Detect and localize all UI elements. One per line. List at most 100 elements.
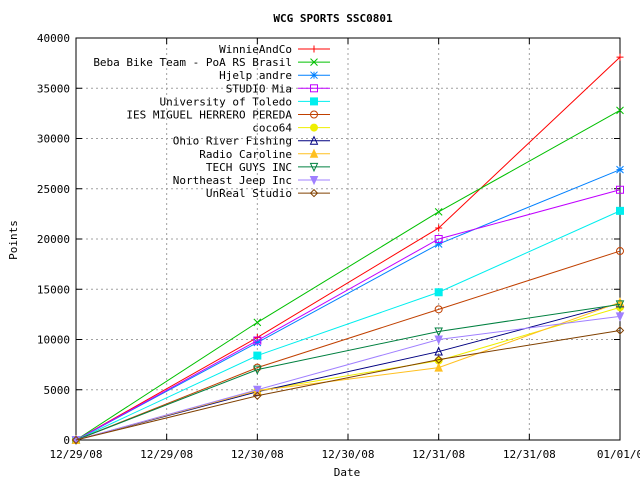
data-point xyxy=(434,208,443,216)
y-tick-label: 35000 xyxy=(37,82,70,95)
legend-label: TECH GUYS INC xyxy=(206,161,292,174)
series-group xyxy=(72,106,624,444)
legend-marker xyxy=(310,110,318,119)
axes: 0 5000 10000 15000 20000 25000 30000 35000 40000… xyxy=(37,32,640,461)
legend-item: Beba Bike Team - PoA RS Brasil xyxy=(93,56,330,69)
data-point xyxy=(435,224,443,232)
x-tick-label: 01/01/0 xyxy=(597,448,640,461)
y-tick-label: 40000 xyxy=(37,32,70,45)
data-point xyxy=(434,327,443,337)
series-group xyxy=(71,298,625,444)
legend-item: TECH GUYS INC xyxy=(206,161,330,174)
data-point xyxy=(615,300,625,310)
legend-item: coco64 xyxy=(252,122,330,135)
y-tick-label: 5000 xyxy=(44,384,71,397)
legend-marker xyxy=(310,97,318,106)
y-axis-label: Points xyxy=(7,220,20,260)
x-tick-label: 12/29/08 xyxy=(140,448,193,461)
x-tick-label: 12/29/08 xyxy=(50,448,103,461)
data-point xyxy=(434,335,443,345)
legend-item: WinnieAndCo xyxy=(219,43,330,56)
y-tick-label: 15000 xyxy=(37,283,70,296)
data-point xyxy=(615,312,625,322)
legend-marker xyxy=(309,162,319,173)
series-line xyxy=(75,250,621,441)
data-point xyxy=(434,355,443,364)
x-tick-label: 12/31/08 xyxy=(412,448,465,461)
legend-label: STUDIO Mia xyxy=(226,82,292,95)
x-tick-label: 12/31/08 xyxy=(503,448,556,461)
data-point xyxy=(253,391,262,400)
data-point xyxy=(253,338,262,347)
legend-label: UnReal Studio xyxy=(206,187,292,200)
series-line xyxy=(75,169,621,441)
data-point xyxy=(616,247,624,256)
legend-label: WinnieAndCo xyxy=(219,43,292,56)
data-point xyxy=(253,318,262,327)
data-point xyxy=(616,165,624,174)
legend-marker xyxy=(310,84,318,93)
chart-title: WCG SPORTS SSC0801 xyxy=(273,12,393,25)
y-tick-label: 25000 xyxy=(37,183,70,196)
legend-marker xyxy=(309,188,319,198)
series-line xyxy=(75,303,621,441)
legend-item: IES MIGUEL HERRERO PEREDA xyxy=(126,109,330,122)
legend-item: UnReal Studio xyxy=(206,187,330,200)
legend-label: Beba Bike Team - PoA RS Brasil xyxy=(93,56,292,69)
data-point xyxy=(434,305,443,314)
grid xyxy=(76,38,620,440)
data-point xyxy=(434,288,443,297)
data-point xyxy=(616,106,624,115)
series-line xyxy=(75,56,621,441)
legend-marker xyxy=(309,148,319,158)
x-tick-label: 12/30/08 xyxy=(231,448,284,461)
legend-label: Hjelp andre xyxy=(219,69,292,82)
legend-marker xyxy=(310,71,318,80)
y-tick-label: 30000 xyxy=(37,133,70,146)
legend-marker xyxy=(310,123,318,132)
series-line xyxy=(75,109,621,441)
y-tick-label: 0 xyxy=(63,434,70,447)
legend-marker xyxy=(309,176,319,186)
legend-marker xyxy=(310,58,318,66)
data-point xyxy=(434,240,443,248)
legend-marker xyxy=(310,45,318,53)
legend-item: Ohio River Fishing xyxy=(173,135,330,148)
series-lines xyxy=(71,53,625,446)
data-point xyxy=(253,365,262,375)
data-point xyxy=(71,435,81,445)
data-point xyxy=(253,385,262,395)
data-point xyxy=(616,53,624,61)
series-line xyxy=(75,189,621,441)
x-tick-label: 12/30/08 xyxy=(322,448,375,461)
legend-label: coco64 xyxy=(252,122,292,135)
legend-marker xyxy=(309,135,319,145)
series-group xyxy=(71,297,625,444)
y-tick-label: 20000 xyxy=(37,233,70,246)
legend-label: Radio Caroline xyxy=(199,148,292,161)
legend-item: Radio Caroline xyxy=(199,148,330,161)
data-point xyxy=(253,351,262,360)
series-group xyxy=(71,326,625,445)
data-point xyxy=(434,346,443,356)
plot-border xyxy=(75,37,621,441)
series-line xyxy=(75,329,621,441)
series-line xyxy=(75,315,621,441)
x-axis-label: Date xyxy=(334,466,361,479)
y-tick-label: 10000 xyxy=(37,334,70,347)
legend-label: Northeast Jeep Inc xyxy=(173,174,292,187)
legend-item: Northeast Jeep Inc xyxy=(173,174,330,187)
series-group xyxy=(71,300,625,446)
data-point xyxy=(616,185,624,194)
data-point xyxy=(434,362,443,372)
legend-item: University of Toledo xyxy=(160,95,330,108)
data-point xyxy=(253,363,262,372)
data-point xyxy=(616,206,624,215)
legend-label: IES MIGUEL HERRERO PEREDA xyxy=(126,109,292,122)
legend-label: University of Toledo xyxy=(160,95,292,108)
data-point xyxy=(434,235,443,243)
legend-label: Ohio River Fishing xyxy=(173,135,292,148)
legend-item: STUDIO Mia xyxy=(226,82,330,95)
